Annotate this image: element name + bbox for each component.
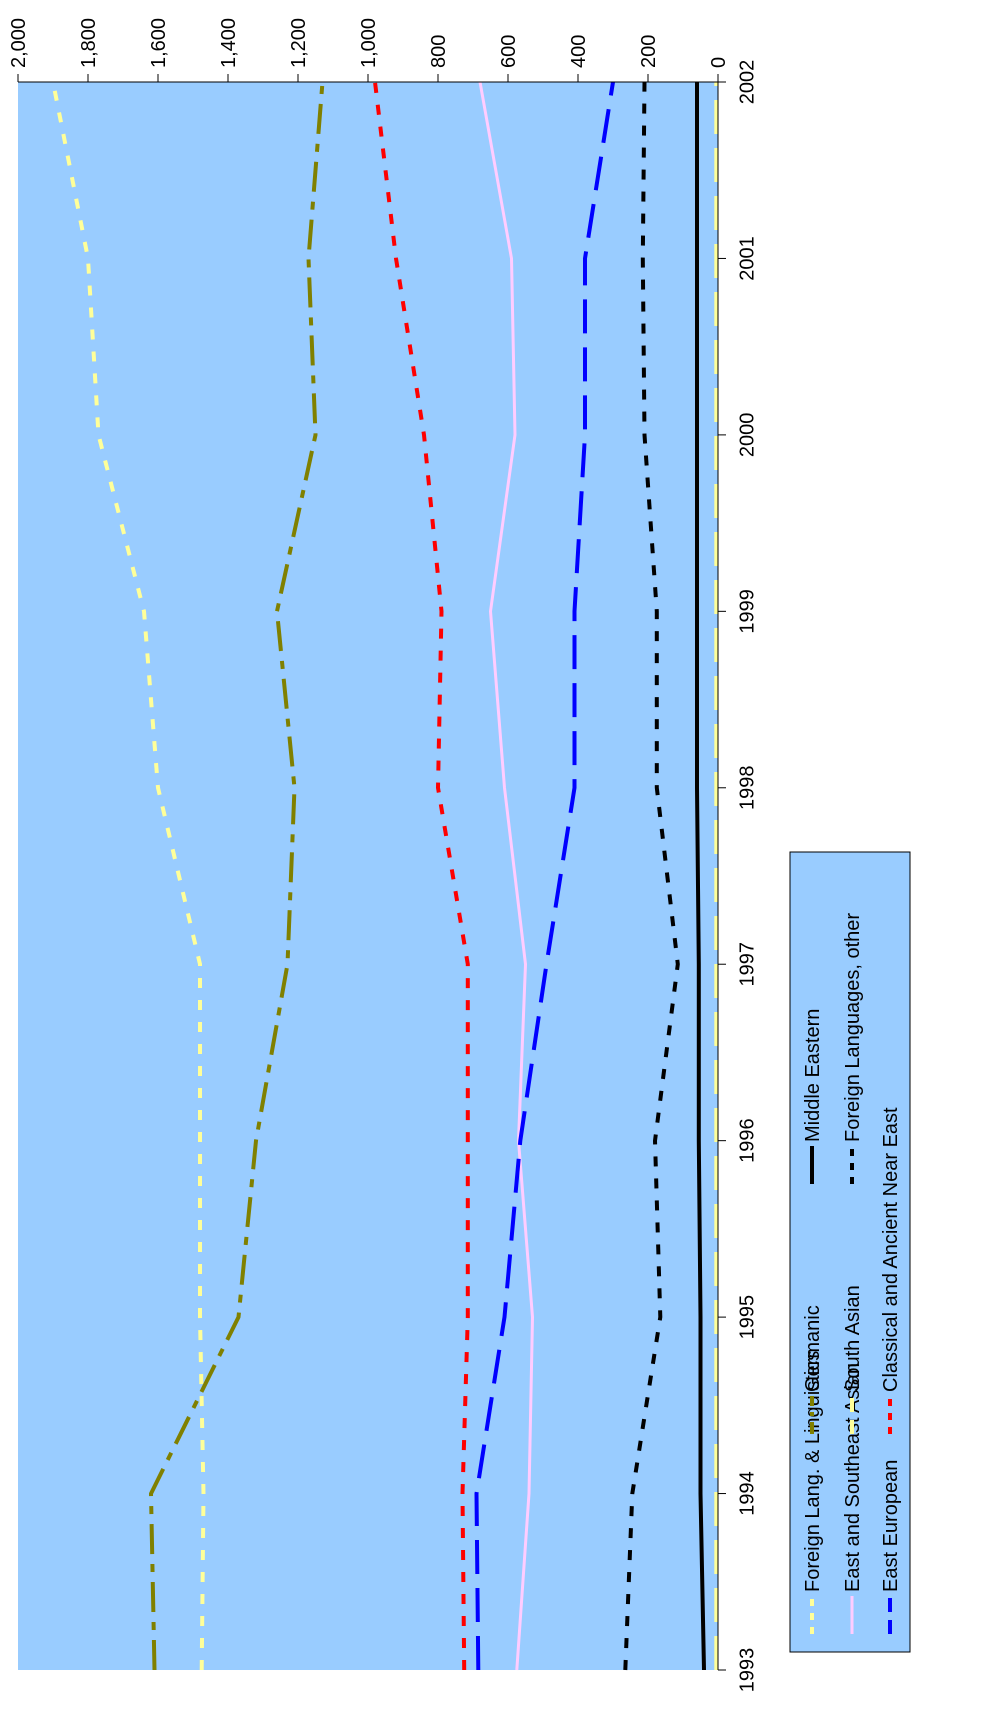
plot-area: [18, 81, 719, 1671]
legend-label-6: Middle Eastern: [802, 1009, 824, 1142]
value-tick-label: 200: [638, 35, 660, 68]
value-tick-label: 1,400: [218, 18, 240, 68]
value-tick-label: 2,000: [8, 18, 30, 68]
legend-label-4: South Asian: [842, 1285, 864, 1392]
legend-label-2: East European: [880, 1460, 902, 1592]
value-tick-label: 1,600: [148, 18, 170, 68]
series-line-7: [623, 81, 680, 1671]
series-line-2: [474, 81, 615, 1671]
legend-label-0: Foreign Lang. & Linguistics: [802, 1351, 824, 1592]
value-tick-label: 800: [428, 35, 450, 68]
legend-label-1: East and Southeast Asian: [842, 1363, 864, 1592]
legend-label-5: Classical and Ancient Near East: [880, 1107, 902, 1392]
series-line-6: [695, 82, 706, 1671]
category-tick-label: 2001: [736, 236, 758, 281]
series-line-0: [51, 81, 206, 1671]
category-tick-label: 1998: [736, 766, 758, 811]
legend-label-3: Germanic: [802, 1305, 824, 1392]
category-tick-label: 1999: [736, 589, 758, 634]
value-tick-label: 1,000: [358, 18, 380, 68]
plot-background: [18, 82, 718, 1670]
category-tick-label: 1995: [736, 1295, 758, 1340]
category-tick-label: 1997: [736, 942, 758, 987]
category-tick-label: 2002: [736, 60, 758, 105]
series-line-5: [373, 81, 470, 1671]
value-tick-label: 400: [568, 35, 590, 68]
legend: Foreign Lang. & Linguistics East and Sout…: [789, 851, 911, 1653]
value-tick-label: 1,800: [78, 18, 100, 68]
axes: 0 200 400 600 800 1,000 1,200 1,400 1,600 1,800 2,…: [8, 18, 758, 1692]
category-tick-label: 2000: [736, 413, 758, 458]
value-tick-label: 600: [498, 35, 520, 68]
category-tick-label: 1996: [736, 1118, 758, 1163]
category-tick-label: 1993: [736, 1648, 758, 1693]
legend-label-7: Foreign Languages, other: [842, 913, 864, 1142]
value-tick-label: 1,200: [288, 18, 310, 68]
category-tick-label: 1994: [736, 1471, 758, 1516]
series-line-3: [149, 81, 325, 1671]
value-tick-label: 0: [708, 57, 730, 68]
legend-box: [789, 851, 911, 1653]
series-line-1: [478, 81, 534, 1671]
